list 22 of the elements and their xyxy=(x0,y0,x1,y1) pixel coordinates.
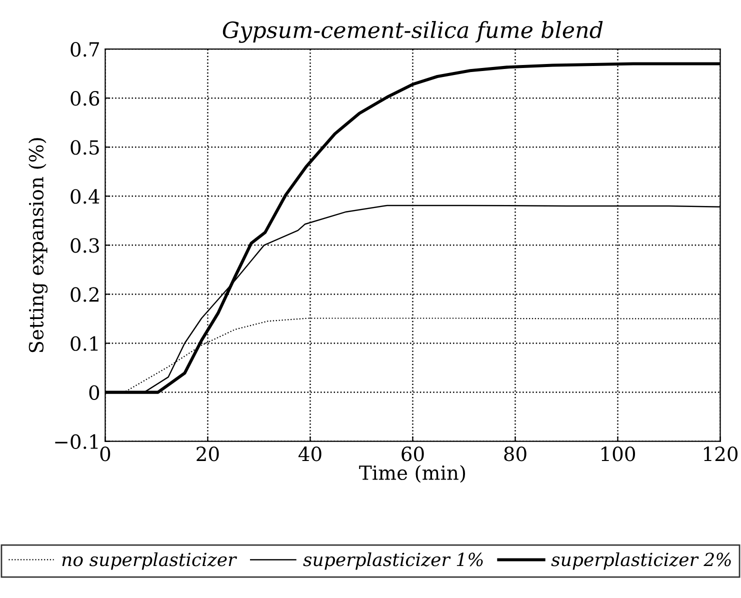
legend-label: no superplasticizer xyxy=(62,552,238,570)
chart-title: Gypsum-cement-silica fume blend xyxy=(222,21,603,43)
legend-label: superplasticizer 2% xyxy=(551,552,731,570)
y-tick-label: 0.1 xyxy=(70,336,98,351)
y-tick-label: 0.2 xyxy=(70,287,98,302)
y-tick-label: 0.7 xyxy=(70,42,99,57)
y-tick-label: −0.1 xyxy=(55,434,98,449)
y-axis-title: Setting expansion (%) xyxy=(28,138,48,352)
x-tick-label: 60 xyxy=(402,446,424,462)
y-tick-label: 0.5 xyxy=(70,140,99,155)
y-tick-label: 0.6 xyxy=(70,91,100,106)
y-tick-label: 0.4 xyxy=(70,189,100,204)
y-tick-label: 0.3 xyxy=(70,238,99,253)
x-tick-label: 120 xyxy=(704,446,738,462)
x-tick-label: 80 xyxy=(504,446,526,462)
x-tick-label: 20 xyxy=(196,446,219,462)
x-axis-title: Time (min) xyxy=(359,465,466,483)
y-tick-label: 0 xyxy=(89,385,100,400)
x-tick-label: 100 xyxy=(602,446,636,462)
x-tick-label: 40 xyxy=(298,446,322,462)
x-tick-label: 0 xyxy=(100,446,110,462)
legend-label: superplasticizer 1% xyxy=(303,552,483,570)
